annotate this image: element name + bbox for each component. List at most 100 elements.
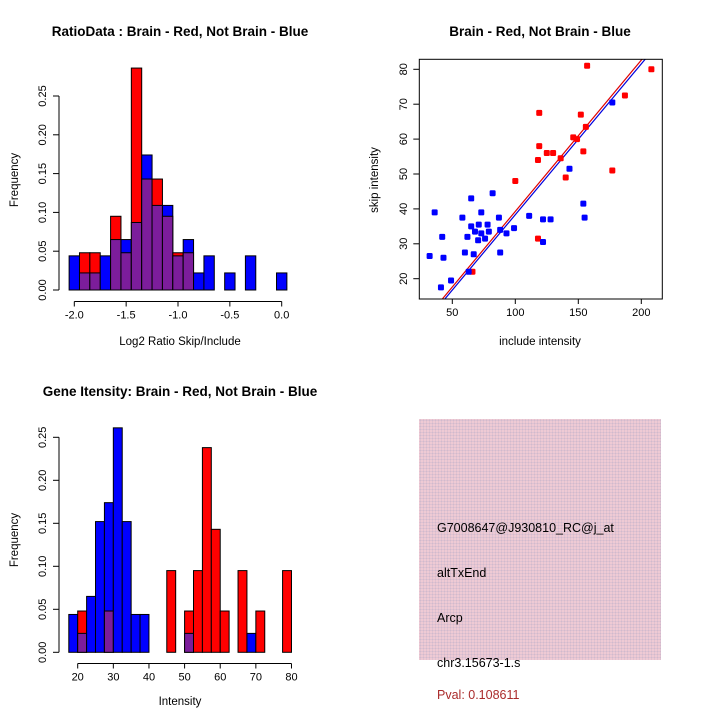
hist-bar-red	[201, 447, 212, 653]
gene-intensity-plot: 0.00 0.05 0.10 0.15 0.20 0.25 20 30 40 50 60 70 80	[37, 427, 298, 684]
x-tick-label: 20	[72, 672, 84, 684]
scatter-point	[580, 148, 587, 155]
hist-bar-blue	[68, 613, 79, 653]
scatter-point	[540, 216, 547, 223]
y-tick-label: 0.20	[37, 124, 49, 145]
scatter-plot: 50 100 150 200 20 30 40 50 60 70 80	[398, 58, 663, 319]
scatter-point	[581, 214, 588, 221]
y-tick-label: 80	[398, 63, 410, 75]
scatter-xlabel: include intensity	[499, 336, 581, 348]
scatter-point	[512, 177, 519, 184]
scatter-point	[482, 235, 489, 242]
x-tick-label: 50	[178, 672, 190, 684]
ratio-histogram-plot: 0.00 0.05 0.10 0.15 0.20 0.25 -2.0 -1.5 -1.0 -0.5…	[37, 67, 289, 322]
y-tick-label: 0.25	[37, 85, 49, 106]
scatter-point	[426, 253, 433, 260]
y-tick-label: 60	[398, 133, 410, 145]
scatter-point	[557, 155, 564, 162]
hist-bar-blue	[112, 427, 123, 653]
x-tick-label: 100	[506, 307, 524, 319]
panel-gene-info: G7008647@J930810_RC@j_at altTxEnd Arcp c…	[360, 360, 720, 720]
ratio-histogram-xlabel: Log2 Ratio Skip/Include	[119, 336, 241, 348]
scatter-point	[485, 228, 492, 235]
scatter-point	[574, 136, 581, 143]
y-tick-label: 0.00	[37, 279, 49, 300]
scatter-point	[437, 284, 444, 291]
hist-bar-red	[282, 570, 292, 653]
y-tick-label: 40	[398, 203, 410, 215]
hist-bar-blue	[203, 255, 215, 291]
x-tick-label: 60	[214, 672, 226, 684]
hist-bar-red	[219, 610, 230, 653]
scatter-point	[471, 228, 478, 235]
y-tick-label: 0.10	[37, 556, 49, 577]
hist-bar-overlap	[110, 239, 122, 291]
y-tick-label: 20	[398, 273, 410, 285]
hist-bar-red	[192, 570, 203, 653]
y-tick-label: 0.10	[37, 202, 49, 223]
scatter-point	[503, 230, 510, 237]
scatter-point	[440, 254, 447, 261]
hist-bar-blue	[95, 521, 105, 653]
hist-bar-overlap	[130, 221, 143, 291]
ratio-histogram-title: RatioData : Brain - Red, Not Brain - Blu…	[51, 24, 309, 39]
scatter-point	[543, 150, 550, 157]
pval-text: Pval: 0.108611	[437, 688, 520, 702]
scatter-point	[468, 223, 475, 230]
x-tick-label: -2.0	[65, 310, 84, 322]
scatter-point	[534, 235, 541, 242]
hist-bar-red	[210, 528, 221, 653]
x-tick-label: 70	[250, 672, 262, 684]
hist-bar-blue	[244, 255, 257, 291]
hist-bar-blue	[68, 255, 80, 291]
scatter-point	[621, 92, 628, 99]
y-tick-label: 0.05	[37, 240, 49, 261]
event-type-text: altTxEnd	[437, 566, 487, 580]
scatter-point	[459, 214, 466, 221]
hist-bar-red	[255, 610, 266, 653]
scatter-point	[540, 239, 547, 246]
scatter-point	[526, 212, 533, 219]
hist-bar-overlap	[184, 632, 194, 653]
scatter-point	[431, 209, 438, 216]
x-tick-label: 40	[143, 672, 155, 684]
hist-bar-blue	[86, 595, 97, 653]
hist-bar-blue	[276, 272, 288, 291]
y-tick-label: 0.15	[37, 163, 49, 184]
scatter-point	[478, 209, 485, 216]
panel-ratio-histogram: RatioData : Brain - Red, Not Brain - Blu…	[0, 0, 360, 360]
x-tick-label: -1.0	[169, 310, 188, 322]
hist-bar-red	[237, 570, 248, 653]
hist-bar-blue	[224, 272, 236, 291]
hist-bar-overlap	[103, 610, 114, 653]
scatter-point	[511, 225, 518, 232]
scatter-point	[475, 221, 482, 228]
scatter-point	[609, 99, 616, 106]
y-tick-label: 0.05	[37, 599, 49, 620]
y-tick-label: 0.25	[37, 427, 49, 448]
gene-name-text: Arcp	[437, 611, 463, 625]
hist-bar-overlap	[89, 272, 101, 291]
scatter-point	[648, 66, 655, 73]
y-tick-label: 0.00	[37, 642, 49, 663]
scatter-point	[464, 233, 471, 240]
scatter-point	[495, 214, 502, 221]
scatter-point	[609, 167, 616, 174]
scatter-point	[484, 221, 491, 228]
hist-bar-overlap	[78, 272, 91, 291]
scatter-point	[497, 249, 504, 256]
x-tick-label: 50	[446, 307, 458, 319]
hist-bar-overlap	[182, 252, 195, 291]
scatter-point	[475, 237, 482, 244]
y-tick-label: 70	[398, 98, 410, 110]
scatter-point	[468, 195, 475, 202]
hist-bar-blue	[130, 613, 141, 653]
hist-bar-overlap	[161, 215, 174, 291]
scatter-title: Brain - Red, Not Brain - Blue	[449, 24, 631, 39]
scatter-point	[566, 165, 573, 172]
hist-bar-blue	[139, 613, 150, 653]
x-tick-label: -0.5	[220, 310, 239, 322]
x-tick-label: 200	[632, 307, 650, 319]
hist-bar-overlap	[151, 204, 163, 291]
